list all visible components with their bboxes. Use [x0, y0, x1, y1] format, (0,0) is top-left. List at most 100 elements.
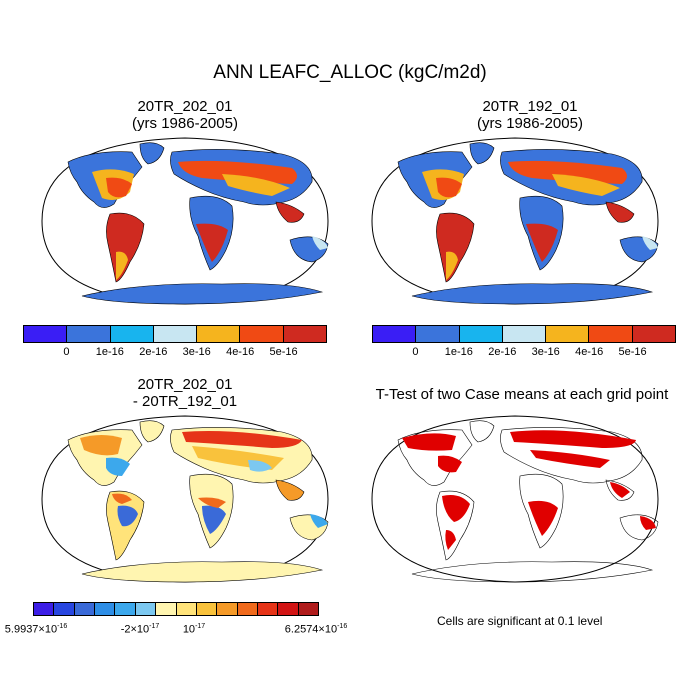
colorbar-swatch: [240, 326, 284, 342]
significant-region-na-east: [438, 455, 462, 473]
colorbar-swatch: [196, 603, 218, 615]
continent-outlines: [397, 420, 659, 583]
antarctica: [411, 561, 654, 583]
greenland: [139, 142, 165, 165]
north-america: [397, 429, 473, 486]
colorbar-swatch: [54, 603, 75, 615]
continents: [67, 142, 329, 305]
panel-title-line1: 20TR_202_01: [137, 98, 233, 115]
label-mid1-exponent: -17: [149, 623, 160, 630]
australia: [619, 514, 659, 541]
panel-title-top-left: 20TR_202_01 (yrs 1986-2005): [25, 98, 345, 132]
eurasia-belt: [508, 160, 627, 184]
south-america: [106, 212, 145, 283]
label-min-mantissa: 5.9937×10: [4, 623, 58, 636]
colorbar-swatch: [502, 326, 547, 342]
colorbar-swatch: [278, 603, 299, 615]
greenland: [469, 420, 495, 443]
australia-edge: [310, 514, 328, 528]
north-america-hot: [436, 177, 462, 198]
africa: [519, 473, 564, 549]
colorbar-tick-label: 1e-16: [95, 346, 124, 358]
label-max-mantissa: 6.2574×10: [284, 623, 338, 636]
significant-region-australia: [640, 516, 656, 530]
colorbar-tick-label: 4e-16: [226, 346, 255, 358]
colorbar-swatch: [459, 326, 503, 342]
significant-region-sa-south: [445, 530, 456, 550]
colorbar-case2-labels: 0 1e-16 2e-16 3e-16 4e-16 5e-16: [372, 346, 676, 360]
label-mid2-exponent: -17: [195, 623, 206, 630]
panel-title-top-right: 20TR_192_01 (yrs 1986-2005): [370, 98, 690, 132]
colorbar-swatch: [257, 603, 279, 615]
colorbar-difference-label-mid1: -2×10-17: [121, 623, 160, 636]
colorbar-swatch: [632, 326, 675, 342]
colorbar-difference-label-mid2: 10-17: [183, 623, 205, 636]
antarctica: [81, 561, 324, 583]
colorbar-swatch: [197, 326, 241, 342]
africa-warm: [198, 497, 226, 508]
colorbar-swatch: [153, 326, 198, 342]
colorbar-difference-label-max: 6.2574×10-16: [285, 623, 347, 636]
africa-tropics: [526, 223, 558, 262]
panel-title-line2: - 20TR_192_01: [132, 393, 238, 410]
continents: [397, 142, 659, 305]
south-america: [436, 212, 475, 283]
colorbar-tick-label: 4e-16: [575, 346, 604, 358]
significant-region-na: [402, 433, 456, 451]
panel-title-bottom-right: T-Test of two Case means at each grid po…: [352, 386, 692, 403]
eurasia-cool: [248, 460, 272, 472]
colorbar-swatch: [176, 603, 197, 615]
se-asia: [605, 201, 635, 223]
colorbar-tick-label: 3e-16: [182, 346, 211, 358]
panel-title-line1: 20TR_192_01: [482, 98, 578, 115]
colorbar-swatch: [217, 603, 238, 615]
colorbar-swatch: [110, 326, 154, 342]
colorbar-tick-label: 2e-16: [488, 346, 517, 358]
panel-title-bottom-left: 20TR_202_01 - 20TR_192_01: [25, 376, 345, 410]
eurasia-belt-2: [552, 174, 620, 196]
colorbar-case1: [23, 325, 327, 343]
panel-title-line2: (yrs 1986-2005): [477, 115, 583, 132]
colorbar-swatch: [95, 603, 116, 615]
significant-cells: [402, 430, 656, 550]
map-ttest: [371, 415, 659, 583]
colorbar-tick-label: 2e-16: [139, 346, 168, 358]
colorbar-swatch: [135, 603, 157, 615]
colorbar-tick-label: 5e-16: [269, 346, 298, 358]
colorbar-swatch: [298, 603, 319, 615]
colorbar-case1-labels: 0 1e-16 2e-16 3e-16 4e-16 5e-16: [23, 346, 327, 360]
se-asia: [605, 479, 635, 501]
colorbar-difference-label-min: 5.9937×10-16: [5, 623, 67, 636]
colorbar-swatch: [416, 326, 460, 342]
label-mid2-mantissa: 10: [182, 623, 196, 636]
significant-region-africa: [528, 500, 558, 536]
se-asia: [275, 479, 305, 501]
colorbar-case2: [372, 325, 676, 343]
colorbar-swatch: [67, 326, 111, 342]
map-case1: [41, 137, 329, 305]
australia-edge: [312, 236, 328, 250]
panel-title-line2: (yrs 1986-2005): [132, 115, 238, 132]
colorbar-swatch: [156, 603, 177, 615]
label-min-exponent: -16: [57, 623, 68, 630]
greenland: [139, 420, 165, 443]
colorbar-swatch: [115, 603, 136, 615]
south-america-warm: [112, 493, 132, 504]
significant-region-seasia: [610, 482, 630, 498]
eurasia-belt-2: [222, 174, 290, 196]
significant-region-eurasia-mid: [530, 450, 610, 468]
south-america: [436, 490, 475, 561]
south-america-south: [116, 251, 128, 280]
eurasia-belt: [178, 160, 297, 184]
antarctica: [81, 283, 324, 305]
se-asia: [275, 201, 305, 223]
south-america-south: [446, 251, 458, 280]
europe-asia: [500, 427, 643, 484]
north-america-cool: [106, 457, 130, 476]
colorbar-swatch: [589, 326, 633, 342]
panel-title-line1: T-Test of two Case means at each grid po…: [375, 386, 669, 403]
colorbar-swatch: [24, 326, 68, 342]
map-difference: [41, 415, 329, 583]
colorbar-swatch: [283, 326, 326, 342]
colorbar-tick-label: 3e-16: [531, 346, 560, 358]
